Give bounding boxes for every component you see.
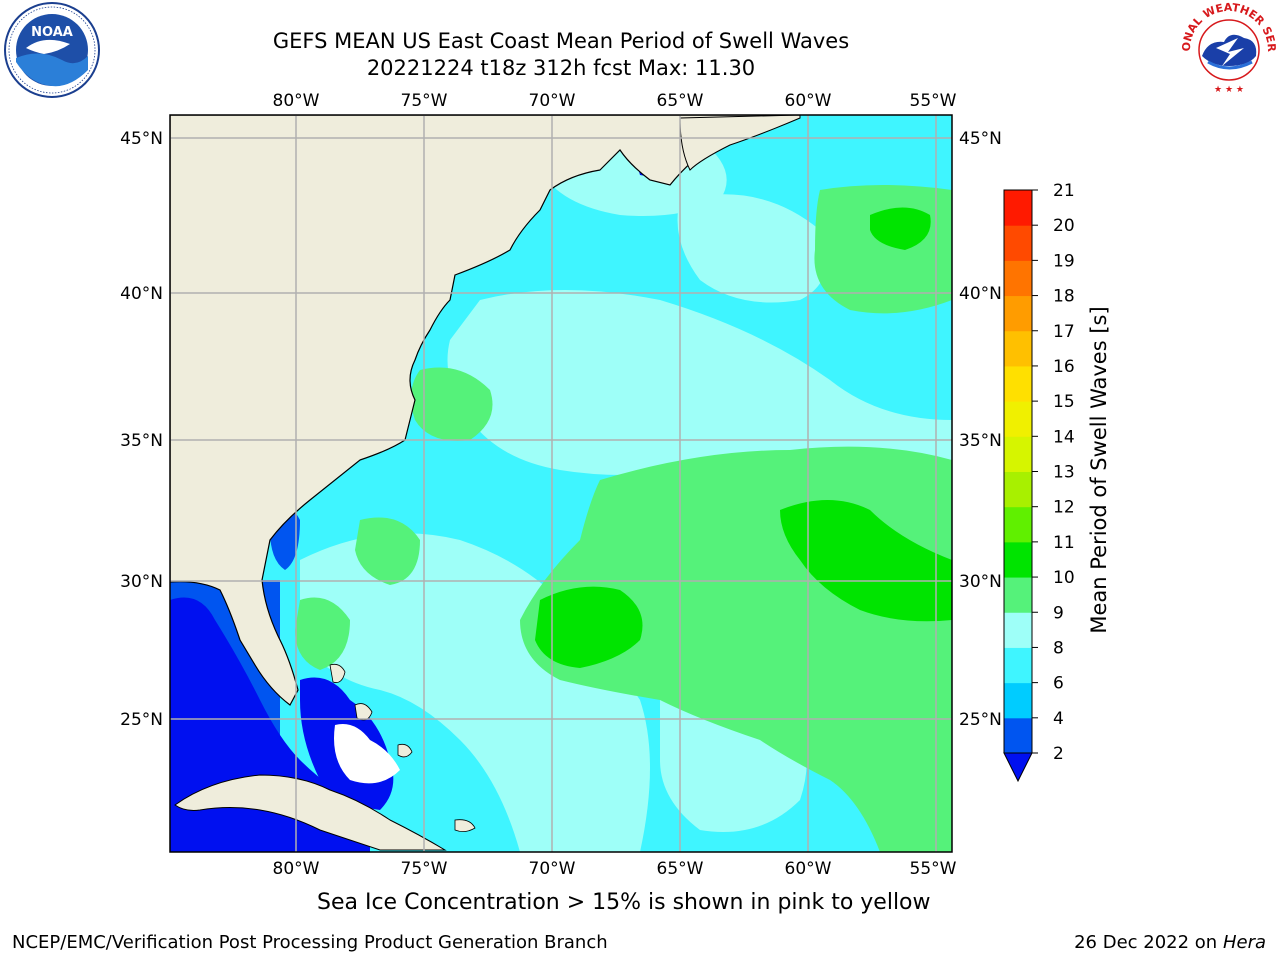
map-frame [169,114,953,853]
svg-text:★ ★ ★: ★ ★ ★ [1214,85,1244,95]
colorbar-tick-label: 9 [1053,603,1064,623]
colorbar-swatch [1004,612,1032,648]
credit-text: NCEP/EMC/Verification Post Processing Pr… [12,932,608,953]
swell-10-11s-region [535,586,643,668]
lat-label-left: 30°N [120,572,163,592]
lon-label-top: 80°W [273,91,320,111]
colorbar-swatch [1004,401,1032,437]
noaa-logo-text: NOAA [31,25,73,40]
colorbar-tick-label: 15 [1053,392,1075,412]
lat-label-left: 40°N [120,284,163,304]
lon-label-bottom: 55°W [910,859,957,879]
colorbar-swatch [1004,682,1032,719]
colorbar-tick-label: 11 [1053,533,1075,553]
colorbar-swatch [1004,577,1032,613]
chart-subtitle: 20221224 t18z 312h fcst Max: 11.30 [366,56,756,80]
date-stamp: 26 Dec 2022 on Hera [1074,932,1266,953]
lat-label-right: 25°N [959,710,1002,730]
colorbar-tick-label: 16 [1053,357,1075,377]
colorbar-tick-label: 12 [1053,498,1075,518]
lat-label-right: 40°N [959,284,1002,304]
colorbar-label: Mean Period of Swell Waves [s] [1087,306,1111,633]
lon-label-top: 60°W [785,91,832,111]
colorbar-swatch [1004,260,1032,297]
colorbar-tick-label: 6 [1053,674,1064,694]
colorbar-swatch [1004,471,1032,508]
colorbar-tick-label: 8 [1053,638,1064,658]
lat-label-right: 30°N [959,572,1002,592]
colorbar-tick-label: 2 [1053,744,1064,764]
lat-label-left: 25°N [120,710,163,730]
chart-title: GEFS MEAN US East Coast Mean Period of S… [272,29,850,53]
colorbar-tick-label: 13 [1053,463,1075,483]
cuba-land [174,774,447,851]
colorbar-swatch [1004,717,1032,754]
lon-label-top: 65°W [657,91,704,111]
noaa-logo: NOAA [4,2,100,98]
colorbar-swatch [1004,225,1032,261]
colorbar-swatch [1004,436,1032,472]
colorbar-tick-label: 19 [1053,251,1075,271]
sea-ice-note: Sea Ice Concentration > 15% is shown in … [317,890,931,915]
lon-label-bottom: 60°W [785,859,832,879]
colorbar-swatch [1004,541,1032,578]
colorbar-tick-label: 4 [1053,709,1064,729]
colorbar-under-arrow [1003,752,1033,783]
lon-label-bottom: 80°W [273,859,320,879]
colorbar-tick-label: 20 [1053,216,1075,236]
lon-label-top: 75°W [401,91,448,111]
colorbar-tick-label: 14 [1053,427,1075,447]
date-text: 26 Dec 2022 on [1074,932,1218,953]
lat-label-left: 35°N [120,431,163,451]
nws-logo: NATIONAL WEATHER SERVICE ★ ★ ★ [1178,0,1278,96]
lon-label-bottom: 65°W [657,859,704,879]
colorbar-swatch [1004,190,1032,226]
lat-label-right: 35°N [959,431,1002,451]
lon-label-top: 55°W [910,91,957,111]
lat-label-left: 45°N [120,129,163,149]
colorbar-swatch [1004,330,1032,367]
lon-label-bottom: 70°W [529,859,576,879]
colorbar: 2 4 6 8 9 10 11 12 13 14 15 16 17 18 19 20 21 [1003,181,1075,783]
colorbar-tick-label: 10 [1053,568,1075,588]
lon-label-top: 70°W [529,91,576,111]
colorbar-tick-label: 21 [1053,181,1075,201]
colorbar-swatch [1004,647,1032,684]
lon-label-bottom: 75°W [401,859,448,879]
host-name: Hera [1222,932,1266,953]
colorbar-swatch [1004,365,1032,402]
colorbar-swatch [1004,506,1032,543]
lat-label-right: 45°N [959,129,1002,149]
north-america-land [170,115,801,706]
colorbar-tick-label: 17 [1053,322,1075,342]
colorbar-swatch [1004,295,1032,332]
colorbar-tick-label: 18 [1053,287,1075,307]
graticule [170,115,952,852]
